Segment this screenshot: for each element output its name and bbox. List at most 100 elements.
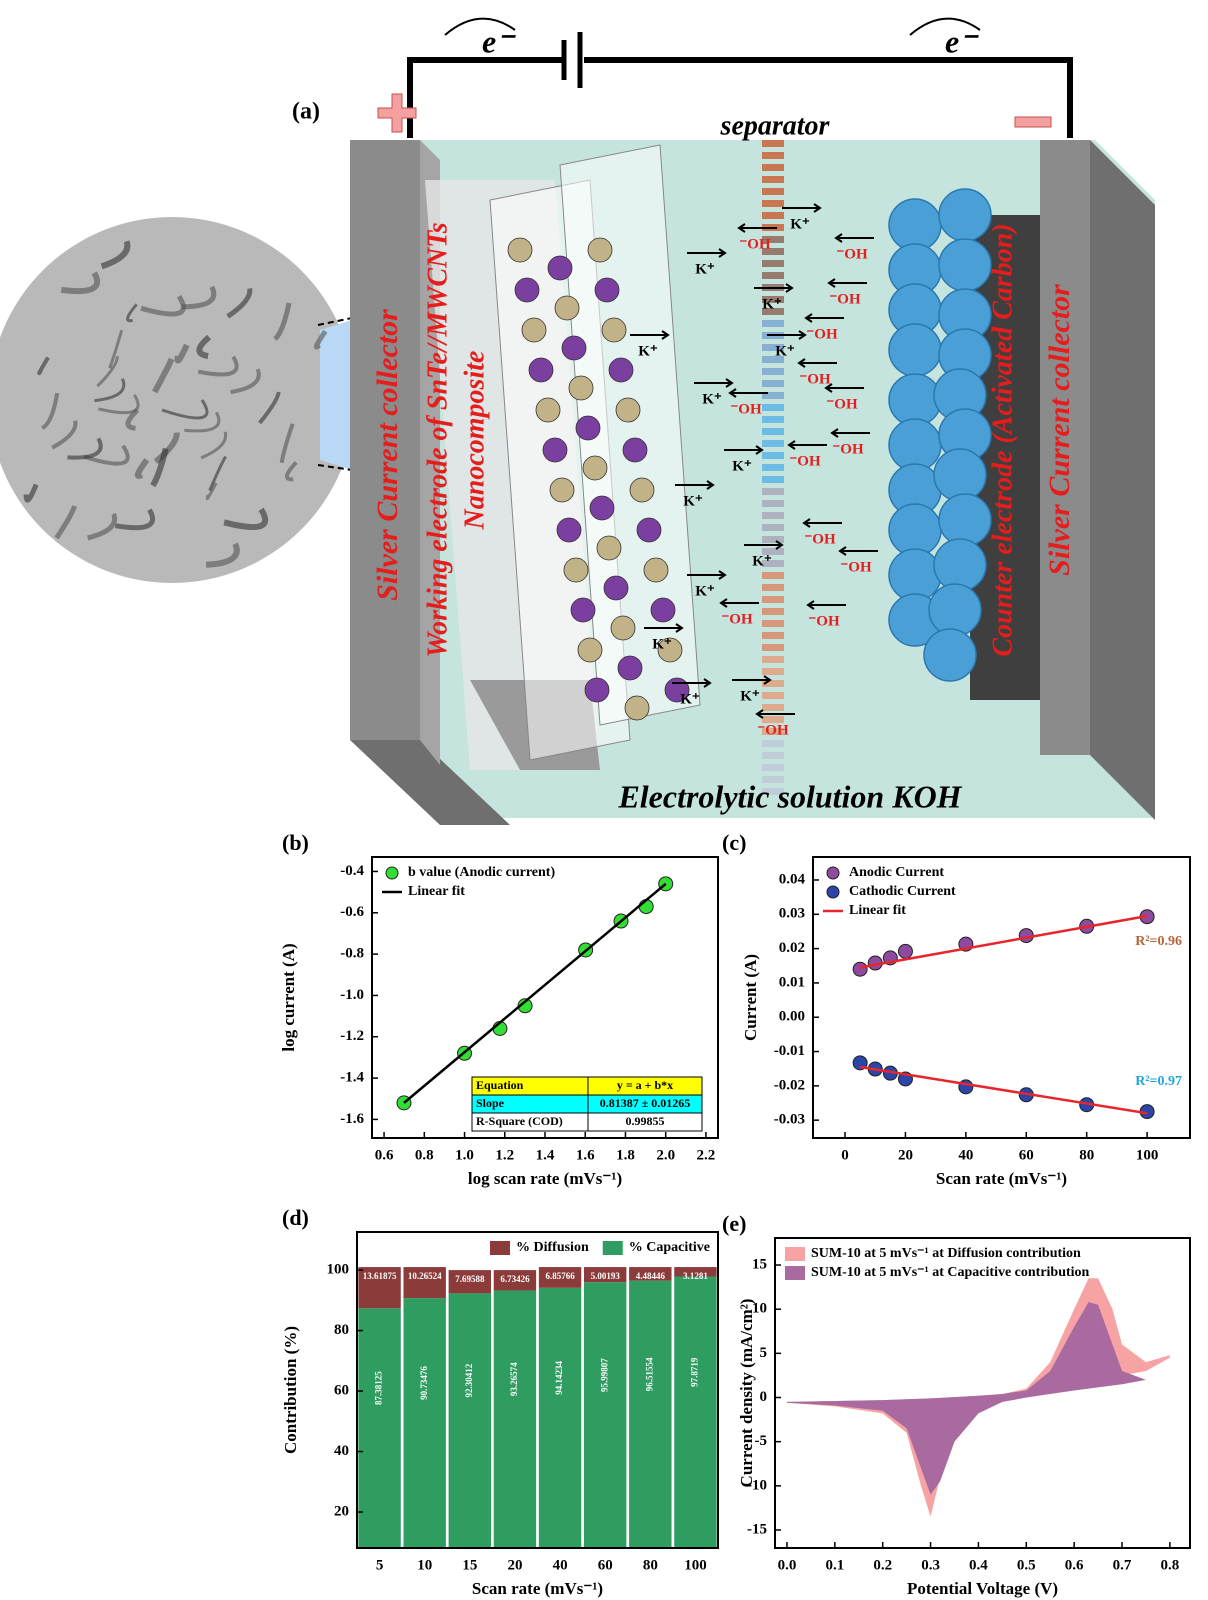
legend-symbol bbox=[827, 867, 839, 879]
table-text: 0.99855 bbox=[626, 1114, 665, 1128]
ion-label: ⁻OH bbox=[730, 401, 762, 417]
atom bbox=[616, 398, 640, 422]
x-axis-title: Scan rate (mVs⁻¹) bbox=[936, 1169, 1067, 1188]
atom bbox=[515, 278, 539, 302]
y-tick-label: 0.03 bbox=[779, 906, 805, 922]
carbon-sphere bbox=[929, 584, 981, 636]
x-tick-label: 1.8 bbox=[616, 1147, 635, 1163]
x-tick-label: 40 bbox=[553, 1557, 568, 1573]
y-tick-label: 20 bbox=[334, 1503, 349, 1519]
ion-label: ⁻OH bbox=[836, 246, 868, 262]
ion-label: ⁻OH bbox=[799, 371, 831, 387]
x-tick-label: 1.2 bbox=[495, 1147, 514, 1163]
panel-label: (b) bbox=[282, 830, 309, 855]
atom bbox=[590, 496, 614, 520]
table-text: Slope bbox=[476, 1096, 505, 1110]
figure: (a) e⁻ e⁻ separator Silver Current colle… bbox=[0, 0, 1208, 1600]
x-tick-label: 0.8 bbox=[415, 1147, 434, 1163]
atom bbox=[557, 518, 581, 542]
legend-label: Cathodic Current bbox=[849, 884, 956, 899]
y-tick-label: -0.03 bbox=[774, 1112, 805, 1128]
y-tick-label: 0.04 bbox=[779, 871, 806, 887]
y-tick-label: -0.02 bbox=[774, 1077, 805, 1093]
x-tick-label: 0.2 bbox=[873, 1557, 892, 1573]
atom bbox=[578, 638, 602, 662]
x-tick-label: 20 bbox=[507, 1557, 522, 1573]
panel-label: (a) bbox=[292, 99, 320, 125]
separator-bar bbox=[762, 452, 784, 459]
separator-bar bbox=[762, 752, 784, 759]
separator-bar bbox=[762, 152, 784, 159]
point bbox=[898, 944, 912, 958]
carbon-sphere bbox=[934, 539, 986, 591]
y-tick-label: 5 bbox=[760, 1345, 768, 1361]
y-tick-label: -1.0 bbox=[340, 987, 364, 1003]
separator-bar bbox=[762, 536, 784, 543]
atom bbox=[508, 238, 532, 262]
atom bbox=[618, 656, 642, 680]
bar-segment bbox=[539, 1288, 581, 1548]
atom bbox=[585, 678, 609, 702]
y-tick-label: -1.2 bbox=[340, 1028, 364, 1044]
y-tick-label: -1.4 bbox=[340, 1070, 364, 1086]
ion-label: ⁻OH bbox=[757, 722, 789, 738]
separator-bar bbox=[762, 632, 784, 639]
x-tick-label: 1.0 bbox=[455, 1147, 474, 1163]
atom bbox=[604, 576, 628, 600]
collector-label: Silver Current collector bbox=[1043, 284, 1076, 576]
value-label: 6.73426 bbox=[500, 1274, 530, 1284]
atom bbox=[651, 598, 675, 622]
atom bbox=[529, 358, 553, 382]
separator-bar bbox=[762, 692, 784, 699]
ion-label: K⁺ bbox=[680, 691, 700, 707]
y-tick-label: -0.8 bbox=[340, 946, 364, 962]
atom bbox=[562, 336, 586, 360]
legend-symbol bbox=[490, 1241, 510, 1255]
atom bbox=[564, 558, 588, 582]
x-tick-label: 5 bbox=[376, 1557, 384, 1573]
x-tick-label: 60 bbox=[1019, 1147, 1034, 1163]
separator-bar bbox=[762, 272, 784, 279]
annotation: R²=0.97 bbox=[1135, 1074, 1182, 1089]
carbon-sphere bbox=[934, 449, 986, 501]
value-label: 13.61875 bbox=[363, 1271, 397, 1281]
y-tick-label: 0.02 bbox=[779, 940, 805, 956]
bar-segment bbox=[674, 1277, 716, 1548]
y-tick-label: -0.01 bbox=[774, 1043, 805, 1059]
atom bbox=[637, 518, 661, 542]
ion-label: K⁺ bbox=[695, 583, 715, 599]
atom bbox=[595, 278, 619, 302]
x-tick-label: 0.3 bbox=[921, 1557, 940, 1573]
carbon-sphere bbox=[889, 549, 941, 601]
y-axis-title: Current (A) bbox=[741, 954, 760, 1041]
plot-frame bbox=[775, 1238, 1190, 1548]
separator-bar bbox=[762, 656, 784, 663]
x-axis-title: log scan rate (mVs⁻¹) bbox=[468, 1169, 622, 1188]
electrolyte-label: Electrolytic solution KOH bbox=[617, 778, 962, 814]
ion-label: ⁻OH bbox=[721, 611, 753, 627]
separator-bar bbox=[762, 620, 784, 627]
legend-label: SUM-10 at 5 mVs⁻¹ at Capacitive contribu… bbox=[811, 1265, 1090, 1280]
x-tick-label: 10 bbox=[417, 1557, 432, 1573]
x-tick-label: 80 bbox=[1079, 1147, 1094, 1163]
zoom-highlight bbox=[320, 320, 352, 470]
separator-bar bbox=[762, 644, 784, 651]
atom bbox=[522, 318, 546, 342]
value-label: 6.85766 bbox=[545, 1271, 575, 1281]
separator-bar bbox=[762, 608, 784, 615]
ion-label: ⁻OH bbox=[832, 441, 864, 457]
x-tick-label: 0.5 bbox=[1017, 1557, 1036, 1573]
x-tick-label: 0 bbox=[841, 1147, 849, 1163]
value-label: 4.48446 bbox=[636, 1271, 666, 1281]
separator-bar bbox=[762, 464, 784, 471]
atom bbox=[548, 256, 572, 280]
y-axis-title: log current (A) bbox=[279, 943, 298, 1051]
bar-segment bbox=[358, 1308, 400, 1548]
electron-label: e⁻ bbox=[945, 23, 979, 59]
x-tick-label: 0.4 bbox=[969, 1557, 988, 1573]
value-label: 5.00193 bbox=[591, 1271, 621, 1281]
ion-label: K⁺ bbox=[790, 216, 810, 232]
fit-line bbox=[860, 916, 1147, 967]
value-label: 87.38125 bbox=[374, 1371, 384, 1405]
ion-label: K⁺ bbox=[683, 493, 703, 509]
